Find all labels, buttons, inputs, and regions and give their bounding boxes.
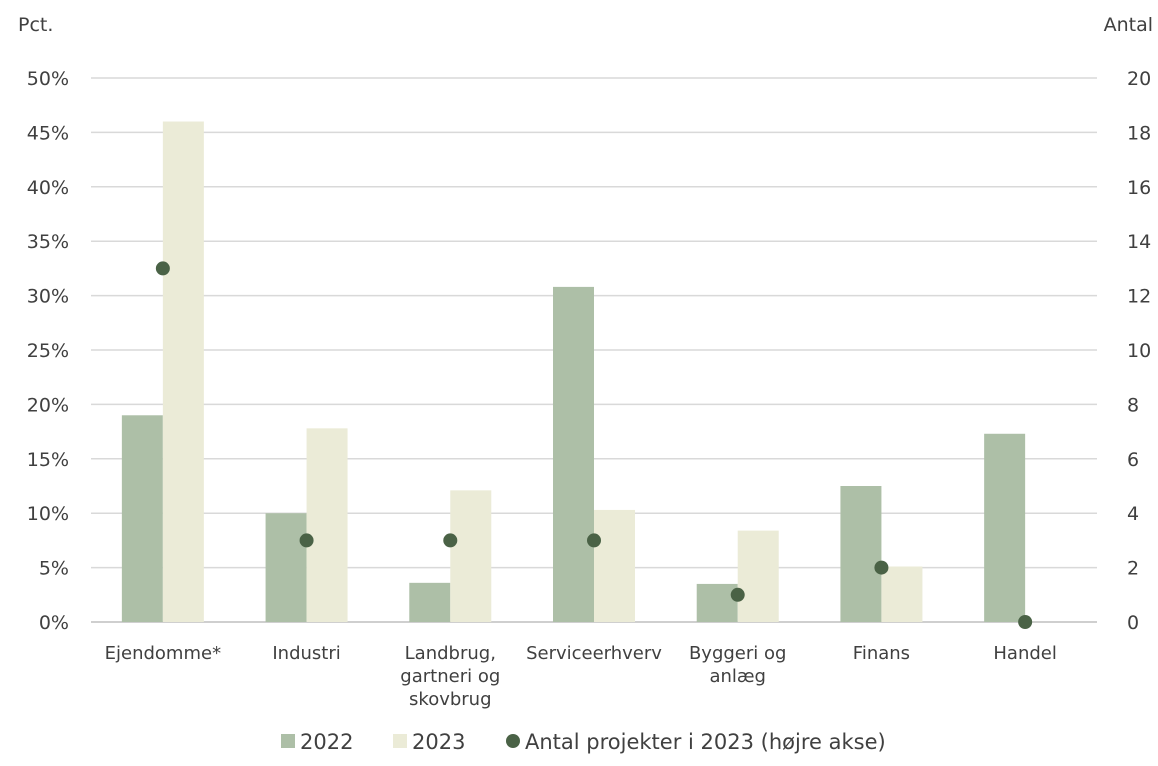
bar-2023-3 <box>594 509 635 622</box>
right-tick-label: 12 <box>1127 286 1151 308</box>
point-antal-projekter-3 <box>587 533 601 548</box>
point-antal-projekter-1 <box>299 533 314 548</box>
category-label: gartneri og <box>400 666 500 687</box>
bar-2023-5 <box>881 566 923 622</box>
bar-2022-5 <box>840 486 882 622</box>
left-tick-label: 5% <box>39 558 69 580</box>
legend-label: 2023 <box>412 730 465 754</box>
category-label: Finans <box>853 643 910 664</box>
bar-2022-6 <box>984 433 1026 622</box>
right-tick-label: 4 <box>1127 503 1139 525</box>
left-tick-label: 30% <box>27 286 69 308</box>
left-tick-label: 20% <box>27 394 69 416</box>
left-tick-label: 45% <box>27 122 69 144</box>
left-tick-label: 0% <box>39 612 69 634</box>
point-antal-projekter-5 <box>874 560 889 575</box>
category-label: Landbrug, <box>405 643 496 664</box>
legend-label: Antal projekter i 2023 (højre akse) <box>525 730 886 754</box>
point-antal-projekter-0 <box>155 261 170 276</box>
left-tick-label: 10% <box>27 503 69 525</box>
legend-swatch-antal-projekter <box>506 734 520 748</box>
right-tick-label: 18 <box>1127 122 1151 144</box>
bar-2023-1 <box>306 428 348 622</box>
bar-2022-2 <box>409 582 451 622</box>
right-tick-label: 0 <box>1127 612 1139 634</box>
left-tick-label: 35% <box>27 231 69 253</box>
right-tick-label: 8 <box>1127 394 1139 416</box>
left-tick-label: 40% <box>27 177 69 199</box>
left-axis-title: Pct. <box>18 14 53 36</box>
category-label: anlæg <box>709 666 766 687</box>
category-label: Ejendomme* <box>105 643 221 664</box>
category-label: Serviceerhverv <box>526 643 662 664</box>
category-label: Byggeri og <box>689 643 787 664</box>
legend-label: 2022 <box>300 730 353 754</box>
bar-2022-4 <box>696 583 738 622</box>
category-label: Handel <box>993 643 1056 664</box>
legend-swatch-2023 <box>393 734 407 748</box>
right-tick-label: 2 <box>1127 558 1139 580</box>
category-label: Industri <box>272 643 340 664</box>
bar-2023-0 <box>162 121 204 623</box>
bar-2022-0 <box>121 415 163 622</box>
left-tick-label: 15% <box>27 449 69 471</box>
bar-2023-4 <box>737 530 779 622</box>
right-tick-label: 16 <box>1127 177 1151 199</box>
right-tick-label: 10 <box>1127 340 1151 362</box>
bar-2022-1 <box>265 513 307 622</box>
point-antal-projekter-2 <box>443 533 458 548</box>
right-tick-label: 14 <box>1127 231 1151 253</box>
right-tick-label: 20 <box>1127 68 1151 90</box>
left-tick-label: 50% <box>27 68 69 90</box>
left-tick-label: 25% <box>27 340 69 362</box>
bar-2023-2 <box>450 490 492 622</box>
right-tick-label: 6 <box>1127 449 1139 471</box>
category-label: skovbrug <box>409 689 492 710</box>
point-antal-projekter-6 <box>1018 615 1033 629</box>
point-antal-projekter-4 <box>730 587 745 602</box>
right-axis-title: Antal <box>1104 14 1153 36</box>
legend-swatch-2022 <box>281 734 295 748</box>
bar-2022-3 <box>553 286 594 622</box>
